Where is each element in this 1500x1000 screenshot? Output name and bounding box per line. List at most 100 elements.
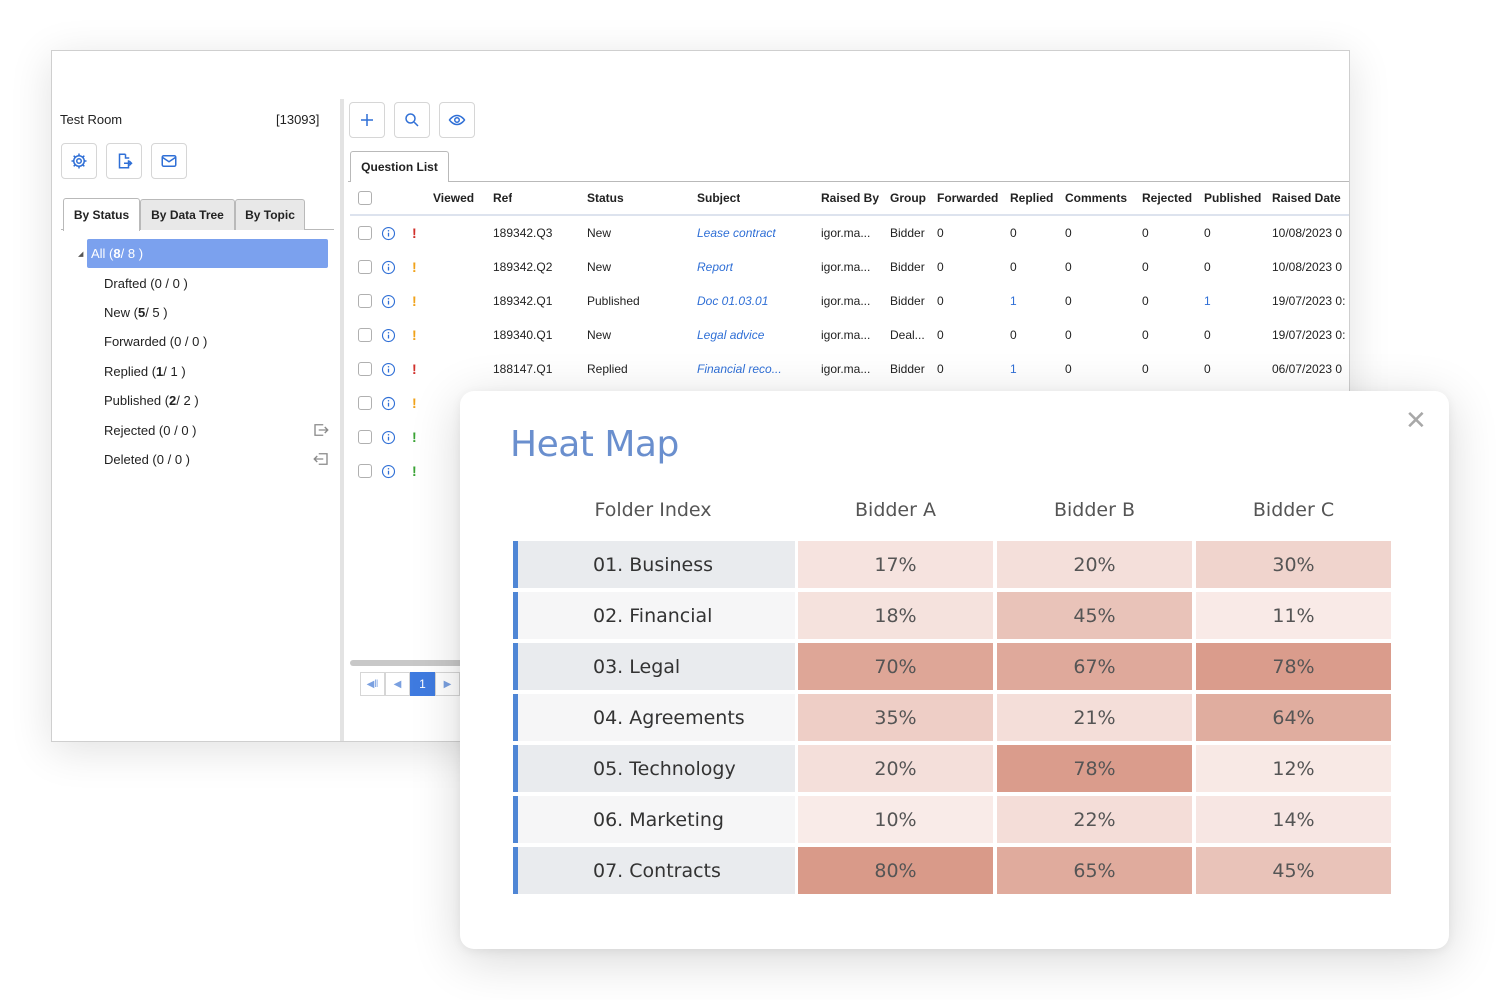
heatmap-cell: 65%	[997, 847, 1192, 894]
search-button[interactable]	[394, 102, 430, 138]
prev-page-button[interactable]: ◀	[385, 672, 410, 696]
row-checkbox[interactable]	[358, 260, 372, 274]
info-icon[interactable]	[381, 464, 396, 479]
cell-subject[interactable]: Legal advice	[697, 328, 765, 342]
next-page-button[interactable]: ▶	[435, 672, 460, 696]
info-icon[interactable]	[381, 294, 396, 309]
table-row[interactable]: ! 188147.Q1 Replied Financial reco... igor.m…	[350, 352, 1349, 386]
column-header-ref[interactable]: Ref	[493, 191, 513, 205]
tree-item-label: Deleted (0 / 0 )	[104, 452, 190, 467]
add-button[interactable]	[349, 102, 385, 138]
tree-item[interactable]: All (8 / 8 )	[87, 239, 328, 268]
page-button-current[interactable]: 1	[410, 672, 435, 696]
tab-by-status[interactable]: By Status	[63, 198, 140, 231]
close-icon[interactable]: ✕	[1405, 405, 1427, 435]
cell-comments: 0	[1065, 226, 1072, 240]
tab-by-data-tree[interactable]: By Data Tree	[140, 199, 235, 230]
tree-item-label: Forwarded (0 / 0 )	[104, 334, 208, 349]
row-checkbox[interactable]	[358, 328, 372, 342]
cell-raised-by: igor.ma...	[821, 294, 871, 308]
cell-subject[interactable]: Financial reco...	[697, 362, 782, 376]
row-checkbox[interactable]	[358, 464, 372, 478]
table-row[interactable]: ! 189342.Q3 New Lease contract igor.ma... Bid…	[350, 216, 1349, 250]
column-header-forwarded[interactable]: Forwarded	[937, 191, 999, 205]
column-header-status[interactable]: Status	[587, 191, 624, 205]
table-row[interactable]: !	[350, 454, 1349, 488]
heatmap-title: Heat Map	[510, 424, 679, 465]
info-icon[interactable]	[381, 328, 396, 343]
tree-collapse-icon[interactable]: ◢	[78, 251, 84, 258]
gear-icon	[71, 153, 87, 169]
tree-item[interactable]: Forwarded (0 / 0 )	[87, 327, 328, 356]
heatmap-header-bidder-c: Bidder C	[1252, 499, 1335, 521]
column-header-replied[interactable]: Replied	[1010, 191, 1054, 205]
cell-replied[interactable]: 1	[1010, 294, 1017, 308]
mail-button[interactable]	[151, 143, 187, 179]
status-tabs: By Status By Data Tree By Topic	[61, 197, 334, 231]
info-icon-cell	[381, 284, 396, 318]
column-header-viewed[interactable]: Viewed	[433, 191, 475, 205]
cell-forwarded: 0	[937, 226, 944, 240]
row-checkbox[interactable]	[358, 226, 372, 240]
heatmap-row: 06. Marketing 10% 22% 14%	[513, 796, 1391, 843]
tree-item[interactable]: Published (2 / 2 )	[87, 386, 328, 415]
move-in-icon[interactable]	[312, 451, 330, 467]
cell-subject[interactable]: Lease contract	[697, 226, 776, 240]
cell-replied: 0	[1010, 260, 1017, 274]
cell-raised-date: 19/07/2023 0:	[1272, 328, 1346, 342]
heatmap-cell: 45%	[997, 592, 1192, 639]
tree-item[interactable]: Drafted (0 / 0 )	[87, 269, 328, 298]
tree-item-label: Published (	[104, 393, 170, 408]
table-row[interactable]: ! 189342.Q1 Published Doc 01.03.01 igor.ma..…	[350, 284, 1349, 318]
row-checkbox[interactable]	[358, 294, 372, 308]
table-row[interactable]: ! 189342.Q2 New Report igor.ma... Bidder 0 0 0 0 0…	[350, 250, 1349, 284]
prev-page-icon: ◀	[393, 678, 402, 690]
first-page-button[interactable]: ◀‖	[360, 672, 385, 696]
heatmap-row: 05. Technology 20% 78% 12%	[513, 745, 1391, 792]
panel-splitter[interactable]	[340, 99, 344, 741]
column-header-raised-by[interactable]: Raised By	[821, 191, 880, 205]
tree-item[interactable]: Deleted (0 / 0 )	[87, 445, 328, 474]
column-header-raised-date[interactable]: Raised Date	[1272, 191, 1341, 205]
column-header-published[interactable]: Published	[1204, 191, 1262, 205]
heatmap-cell: 80%	[798, 847, 993, 894]
table-row[interactable]: !	[350, 386, 1349, 420]
settings-button[interactable]	[61, 143, 97, 179]
tree-item[interactable]: New (5 / 5 )	[87, 298, 328, 327]
cell-comments: 0	[1065, 362, 1072, 376]
cell-forwarded: 0	[937, 362, 944, 376]
info-icon[interactable]	[381, 430, 396, 445]
row-checkbox[interactable]	[358, 396, 372, 410]
column-header-comments[interactable]: Comments	[1065, 191, 1128, 205]
cell-replied[interactable]: 1	[1010, 362, 1017, 376]
tab-by-topic[interactable]: By Topic	[235, 199, 305, 230]
info-icon-cell	[381, 386, 396, 420]
cell-subject[interactable]: Doc 01.03.01	[697, 294, 769, 308]
export-button[interactable]	[106, 143, 142, 179]
info-icon[interactable]	[381, 396, 396, 411]
cell-subject[interactable]: Report	[697, 260, 734, 274]
heatmap-cell: 18%	[798, 592, 993, 639]
cell-published: 0	[1204, 328, 1211, 342]
table-row[interactable]: ! 189340.Q1 New Legal advice igor.ma... Deal.…	[350, 318, 1349, 352]
move-out-icon[interactable]	[312, 422, 330, 438]
horizontal-scrollbar[interactable]	[350, 660, 550, 666]
info-icon[interactable]	[381, 260, 396, 275]
table-row[interactable]: !	[350, 420, 1349, 454]
row-checkbox[interactable]	[358, 430, 372, 444]
column-header-rejected[interactable]: Rejected	[1142, 191, 1193, 205]
cell-published[interactable]: 1	[1204, 294, 1211, 308]
tree-item[interactable]: Replied (1 / 1 )	[87, 357, 328, 386]
cell-raised-date: 10/08/2023 0	[1272, 226, 1343, 240]
column-header-group[interactable]: Group	[890, 191, 926, 205]
select-all-checkbox[interactable]	[358, 191, 372, 205]
view-button[interactable]	[439, 102, 475, 138]
cell-raised-date: 06/07/2023 0	[1272, 362, 1343, 376]
column-header-subject[interactable]: Subject	[697, 191, 741, 205]
row-checkbox-cell	[358, 420, 372, 454]
tab-question-list[interactable]: Question List	[350, 151, 449, 182]
row-checkbox[interactable]	[358, 362, 372, 376]
info-icon[interactable]	[381, 226, 396, 241]
tree-item[interactable]: Rejected (0 / 0 )	[87, 416, 328, 445]
info-icon[interactable]	[381, 362, 396, 377]
